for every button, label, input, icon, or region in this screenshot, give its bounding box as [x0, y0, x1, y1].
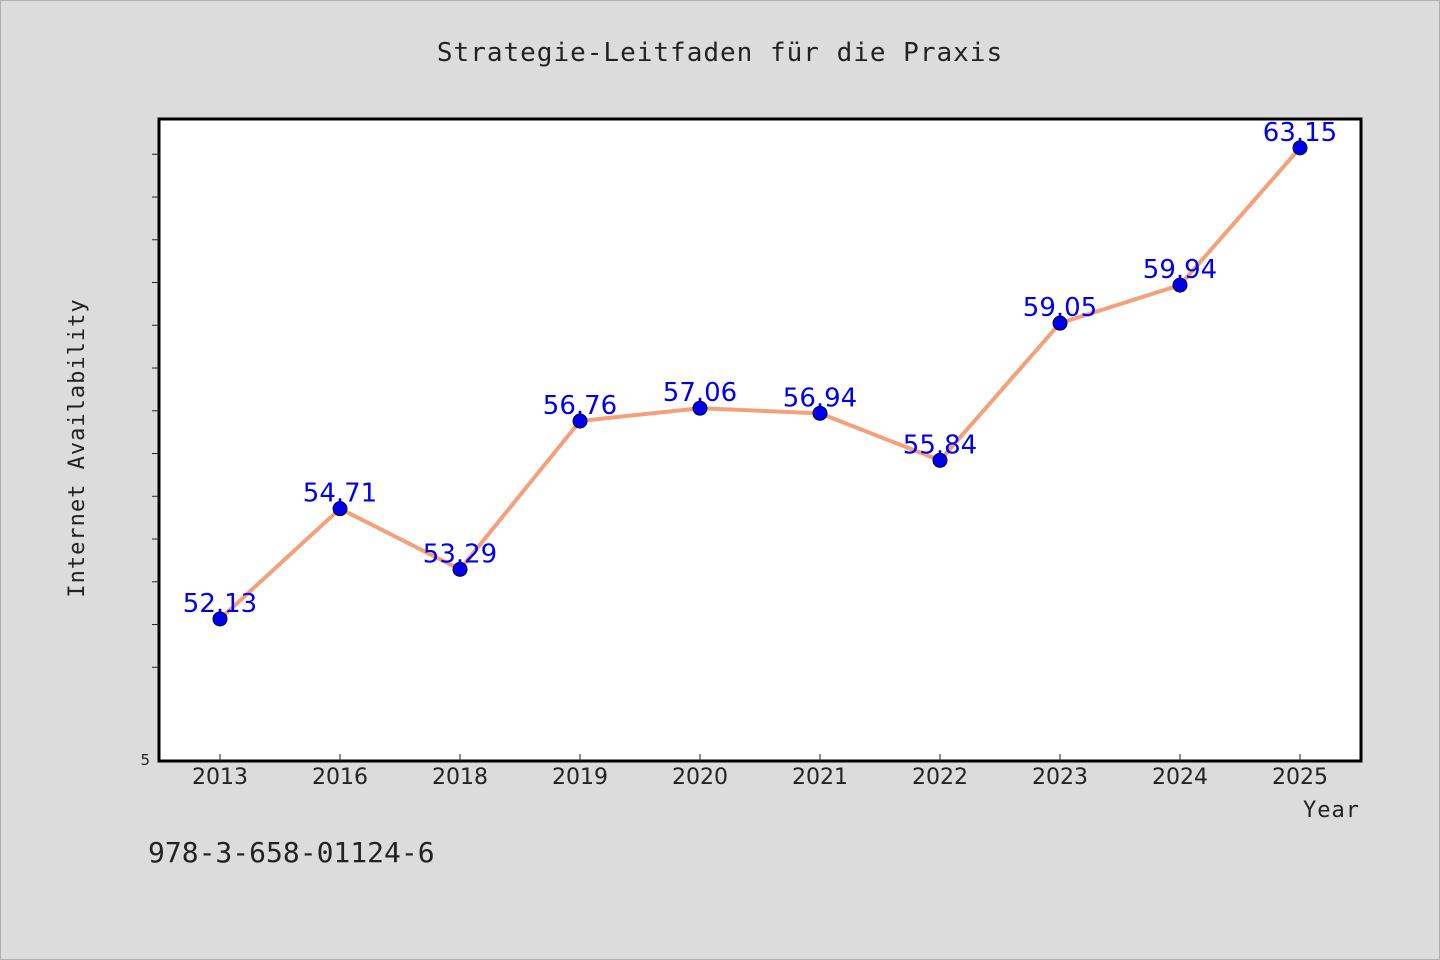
x-tick-label: 2021: [792, 765, 848, 790]
data-point: [1292, 140, 1308, 156]
data-label: 59.05: [1023, 293, 1097, 323]
data-point: [452, 561, 468, 577]
x-tick-label: 2023: [1032, 765, 1088, 790]
series-line: [218, 146, 1302, 621]
data-label: 53.29: [423, 539, 497, 569]
data-markers: [212, 140, 1308, 627]
data-label: 56.76: [543, 391, 617, 421]
x-tick-label: 2024: [1152, 765, 1208, 790]
chart-title: Strategie-Leitfaden für die Praxis: [437, 38, 1003, 68]
x-tick-label: 2022: [912, 765, 968, 790]
data-label: 57.06: [663, 378, 737, 408]
data-label: 63.15: [1263, 118, 1337, 148]
data-point: [932, 452, 948, 468]
data-label: 56.94: [783, 383, 857, 413]
data-point: [692, 400, 708, 416]
footnote-isbn: 978-3-658-01124-6: [148, 836, 435, 869]
data-point: [1052, 315, 1068, 331]
x-tick-label: 2025: [1272, 765, 1328, 790]
series-line-group: [218, 146, 1302, 621]
y-axis-ticks: [152, 153, 159, 668]
data-point: [1172, 277, 1188, 293]
x-tick-label: 2020: [672, 765, 728, 790]
data-point: [572, 413, 588, 429]
data-label: 55.84: [903, 430, 977, 460]
data-point: [812, 405, 828, 421]
x-tick-label: 2019: [552, 765, 608, 790]
data-label: 54.71: [303, 479, 377, 509]
data-labels: 52.13 54.71 53.29 56.76 57.06 56.94 55.84 59.05…: [183, 118, 1337, 619]
y-axis-label: Internet Availability: [65, 298, 90, 597]
x-tick-label: 2018: [432, 765, 488, 790]
data-label: 52.13: [183, 589, 257, 619]
x-tick-label: 2016: [312, 765, 368, 790]
x-tick-label: 2013: [192, 765, 248, 790]
plot-area: [157, 117, 1363, 763]
y-tick-label: 5: [140, 751, 150, 769]
x-axis-ticks: 2013 2016 2018 2019 2020 2021 2022 2023 2024 2025: [192, 754, 1328, 790]
x-axis-label: Year: [1303, 798, 1360, 823]
data-point: [332, 501, 348, 517]
data-label: 59.94: [1143, 255, 1217, 285]
data-point: [212, 611, 228, 627]
